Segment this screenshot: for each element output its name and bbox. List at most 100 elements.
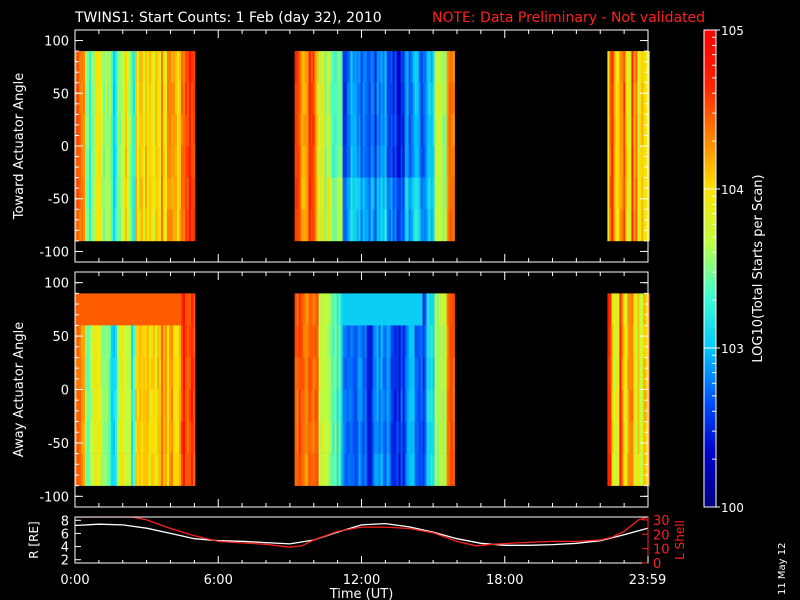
heatmap-cell — [356, 114, 359, 147]
heatmap-cell — [641, 389, 644, 422]
heatmap-cell — [647, 389, 650, 422]
heatmap-cell — [442, 357, 445, 390]
heatmap-cell — [318, 389, 321, 422]
heatmap-cell — [434, 82, 437, 115]
heatmap-cell — [179, 389, 182, 422]
heatmap-cell — [310, 146, 313, 178]
heatmap-cell — [155, 146, 158, 178]
heatmap-cell — [117, 209, 120, 242]
heatmap-cell — [95, 293, 98, 326]
heatmap-cell — [115, 114, 118, 147]
heatmap-cell — [187, 453, 190, 486]
heatmap-cell — [183, 357, 186, 390]
heatmap-cell — [444, 293, 447, 326]
heatmap-cell — [155, 293, 158, 326]
heatmap-cell — [420, 357, 423, 390]
heatmap-cell — [296, 177, 299, 210]
heatmap-cell — [404, 114, 407, 147]
heatmap-cell — [193, 177, 196, 210]
heatmap-cell — [115, 453, 118, 486]
heatmap-cell — [356, 82, 359, 115]
heatmap-cell — [316, 51, 319, 83]
heatmap-cell — [163, 357, 166, 390]
heatmap-cell — [143, 293, 146, 326]
heatmap-cell — [139, 82, 142, 115]
heatmap-cell — [177, 177, 180, 210]
heatmap-cell — [163, 177, 166, 210]
heatmap-cell — [607, 51, 610, 83]
heatmap-cell — [647, 51, 650, 83]
heatmap-cell — [358, 453, 361, 486]
heatmap-cell — [149, 51, 152, 83]
heatmap-cell — [109, 453, 112, 486]
heatmap-cell — [77, 357, 80, 390]
heatmap-cell — [75, 293, 78, 326]
heatmap-cell — [129, 209, 132, 242]
heatmap-cell — [374, 209, 377, 242]
heatmap-cell — [370, 453, 373, 486]
heatmap-cell — [95, 389, 98, 422]
heatmap-cell — [97, 209, 100, 242]
heatmap-cell — [396, 357, 399, 390]
heatmap-cell — [173, 357, 176, 390]
heatmap-cell — [101, 389, 104, 422]
heatmap-cell — [121, 421, 124, 454]
heatmap-cell — [631, 293, 634, 326]
heatmap-cell — [143, 421, 146, 454]
heatmap-cell — [637, 325, 640, 358]
heatmap-cell — [113, 114, 116, 147]
heatmap-cell — [302, 421, 305, 454]
heatmap-cell — [354, 325, 357, 358]
heatmap-cell — [374, 421, 377, 454]
heatmap-cell — [434, 357, 437, 390]
heatmap-cell — [157, 114, 160, 147]
heatmap-cell — [157, 209, 160, 242]
heatmap-cell — [637, 82, 640, 115]
heatmap-cell — [81, 82, 84, 115]
heatmap-cell — [308, 146, 311, 178]
heatmap-cell — [450, 51, 453, 83]
heatmap-cell — [609, 421, 612, 454]
heatmap-cell — [621, 82, 624, 115]
heatmap-cell — [332, 114, 335, 147]
heatmap-cell — [430, 293, 433, 326]
heatmap-cell — [137, 51, 140, 83]
heatmap-cell — [83, 325, 86, 358]
heatmap-cell — [426, 177, 429, 210]
colorbar-tick-label: 103 — [721, 342, 744, 356]
heatmap-cell — [346, 421, 349, 454]
heatmap-cell — [171, 114, 174, 147]
heatmap-cell — [316, 293, 319, 326]
heatmap-cell — [362, 293, 365, 326]
heatmap-cell — [639, 357, 642, 390]
heatmap-cell — [641, 82, 644, 115]
heatmap-cell — [103, 209, 106, 242]
heatmap-cell — [328, 177, 331, 210]
heatmap-cell — [418, 325, 421, 358]
heatmap-cell — [370, 82, 373, 115]
heatmap-cell — [99, 146, 102, 178]
heatmap-cell — [191, 146, 194, 178]
heatmap-cell — [145, 357, 148, 390]
heatmap-cell — [342, 51, 345, 83]
heatmap-cell — [452, 421, 455, 454]
heatmap-cell — [432, 114, 435, 147]
y-tick-label: 50 — [52, 87, 69, 102]
heatmap-cell — [79, 209, 82, 242]
heatmap-cell — [117, 389, 120, 422]
heatmap-cell — [306, 51, 309, 83]
heatmap-cell — [416, 114, 419, 147]
heatmap-cell — [635, 114, 638, 147]
heatmap-cell — [613, 177, 616, 210]
heatmap-cell — [324, 177, 327, 210]
heatmap-cell — [438, 51, 441, 83]
heatmap-cell — [193, 114, 196, 147]
heatmap-cell — [627, 325, 630, 358]
heatmap-cell — [440, 421, 443, 454]
heatmap-cell — [113, 177, 116, 210]
heatmap-cell — [183, 325, 186, 358]
heatmap-cell — [191, 421, 194, 454]
heatmap-cell — [324, 114, 327, 147]
heatmap-cell — [143, 209, 146, 242]
heatmap-cell — [352, 82, 355, 115]
